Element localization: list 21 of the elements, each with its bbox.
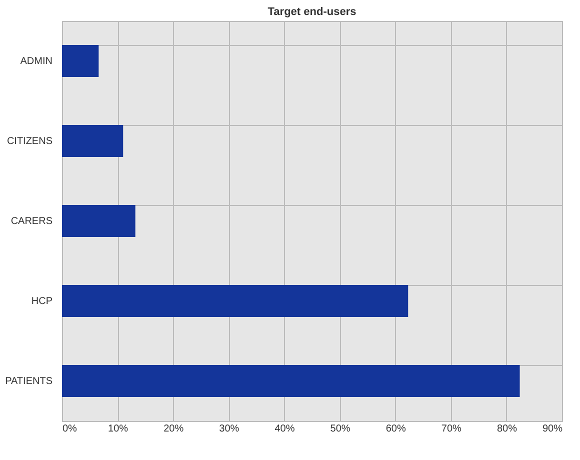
x-tick-label: 30%: [219, 424, 240, 434]
y-tick-label: PATIENTS: [5, 376, 53, 387]
x-tick-label: 20%: [164, 424, 184, 434]
x-tick-label: 40%: [274, 424, 295, 434]
y-tick-label: HCP: [31, 296, 53, 307]
bar: [62, 125, 124, 157]
x-tick-label: 60%: [386, 424, 406, 434]
bar: [62, 285, 408, 317]
bar: [62, 45, 99, 77]
x-tick-label: 50%: [330, 424, 350, 434]
x-tick-label: 80%: [496, 424, 518, 434]
bar: [62, 205, 136, 237]
x-tick-label: 10%: [108, 424, 128, 434]
x-tick-label: 0%: [62, 424, 78, 434]
y-tick-label: CARERS: [10, 216, 53, 227]
y-tick-label: CITIZENS: [6, 136, 53, 147]
x-tick-label: 70%: [441, 424, 462, 434]
chart-title: Target end-users: [268, 6, 356, 18]
x-tick-label: 90%: [542, 424, 563, 434]
y-tick-label: ADMIN: [20, 56, 52, 67]
bar: [62, 365, 520, 397]
